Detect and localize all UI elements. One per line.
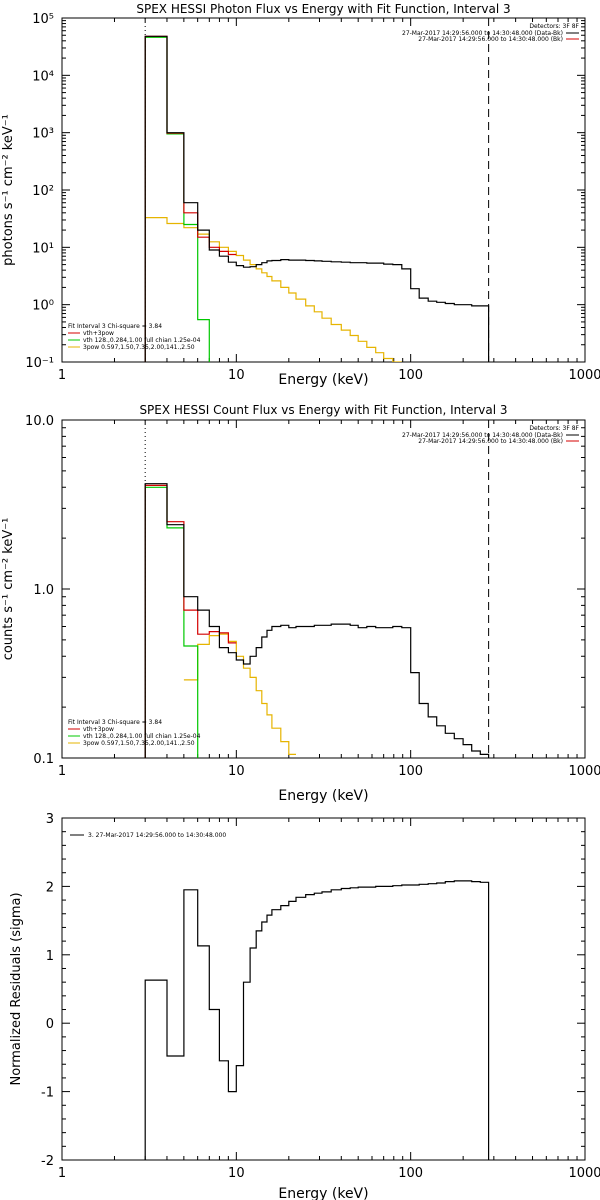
x-tick-label: 1000 [568, 368, 600, 383]
x-axis-label: Energy (keV) [278, 1186, 368, 1200]
plot-frame [61, 419, 586, 759]
legend-entry-label: 27-Mar-2017 14:29:56.000 to 14:30:48.000… [402, 30, 563, 37]
y-tick-label: 10⁴ [32, 69, 54, 84]
y-tick-label: 1.0 [33, 583, 54, 598]
x-tick-label: 100 [398, 368, 423, 383]
y-tick-label: 0 [46, 1017, 54, 1032]
fit-legend-header: Fit Interval 3 Chi-square = 3.84 [68, 719, 162, 726]
chart-title: SPEX HESSI Count Flux vs Energy with Fit… [139, 403, 507, 417]
y-tick-label: 3 [46, 812, 54, 827]
y-tick-label: 10³ [32, 127, 54, 142]
legend-entry-label: 27-Mar-2017 14:29:56.000 to 14:30:48.000… [418, 36, 563, 43]
residual-legend-label: 3. 27-Mar-2017 14:29:56.000 to 14:30:48.… [88, 832, 226, 839]
series-data-line [144, 483, 490, 758]
x-axis-label: Energy (keV) [278, 372, 368, 388]
series-vth-line [144, 486, 199, 758]
x-tick-label: 1 [58, 368, 66, 383]
y-tick-label: 0.1 [33, 752, 54, 767]
panel-1: SPEX HESSI Photon Flux vs Energy with Fi… [1, 2, 600, 388]
legend-entry-label: 27-Mar-2017 14:29:56.000 to 14:30:48.000… [418, 438, 563, 445]
y-tick-label: 1 [46, 949, 54, 964]
series-data-line [144, 35, 490, 362]
series-vth-plus-3pow-line [144, 35, 237, 362]
x-tick-label: 1 [58, 764, 66, 779]
panel-3: 1 10 100 1000 -2 -1 0 1 2 3 Energy (keV) Normalized… [9, 812, 600, 1200]
fit-legend-label: vth+3pow [83, 726, 114, 733]
legend-header: Detectors: 3F 8F [529, 23, 579, 30]
chart-title: SPEX HESSI Photon Flux vs Energy with Fi… [136, 2, 510, 16]
fit-legend-header: Fit Interval 3 Chi-square = 3.84 [68, 323, 162, 330]
y-tick-label: 10¹ [32, 241, 54, 256]
legend-header: Detectors: 3F 8F [529, 425, 579, 432]
y-tick-label: 10⁻¹ [25, 356, 54, 371]
y-tick-label: 10² [32, 184, 54, 199]
fit-legend-label: vth 128.,0.284,1.00 full chian 1.25e-04 [83, 337, 201, 344]
x-tick-label: 10 [228, 368, 245, 383]
fit-legend-label: 3pow 0.597,1.50,7.35,2.00,141.,2.50 [83, 740, 195, 747]
x-tick-label: 1000 [568, 1166, 600, 1181]
series-vth-line [144, 36, 210, 362]
fit-legend-label: vth+3pow [83, 330, 114, 337]
y-axis-label: photons s⁻¹ cm⁻² keV⁻¹ [1, 114, 16, 266]
series-3pow-line [145, 217, 402, 362]
x-tick-label: 10 [228, 1166, 245, 1181]
y-tick-label: 10⁰ [32, 299, 54, 314]
x-tick-label: 1 [58, 1166, 66, 1181]
x-tick-label: 10 [228, 764, 245, 779]
legend-entry-label: 27-Mar-2017 14:29:56.000 to 14:30:48.000… [402, 432, 563, 439]
plot-frame [61, 17, 586, 363]
series-vth-plus-3pow-line [144, 484, 237, 758]
panel-2: SPEX HESSI Count Flux vs Energy with Fit… [1, 403, 600, 804]
x-tick-label: 1000 [568, 764, 600, 779]
x-axis-label: Energy (keV) [278, 788, 368, 804]
x-tick-label: 100 [398, 1166, 423, 1181]
plot-frame [61, 817, 586, 1161]
y-tick-label: -2 [41, 1154, 54, 1169]
y-tick-label: 10⁵ [32, 12, 54, 27]
y-tick-label: 2 [46, 880, 54, 895]
y-axis-label: counts s⁻¹ cm⁻² keV⁻¹ [1, 518, 16, 661]
y-tick-label: 10.0 [25, 414, 54, 429]
fit-legend-label: vth 128.,0.284,1.00 full chian 1.25e-04 [83, 733, 201, 740]
series-3pow-line [183, 633, 296, 755]
series-residuals-line [144, 880, 490, 1160]
x-tick-label: 100 [398, 764, 423, 779]
fit-legend-label: 3pow 0.597,1.50,7.35,2.00,141.,2.50 [83, 344, 195, 351]
y-tick-label: -1 [41, 1086, 54, 1101]
y-axis-label: Normalized Residuals (sigma) [9, 892, 24, 1085]
